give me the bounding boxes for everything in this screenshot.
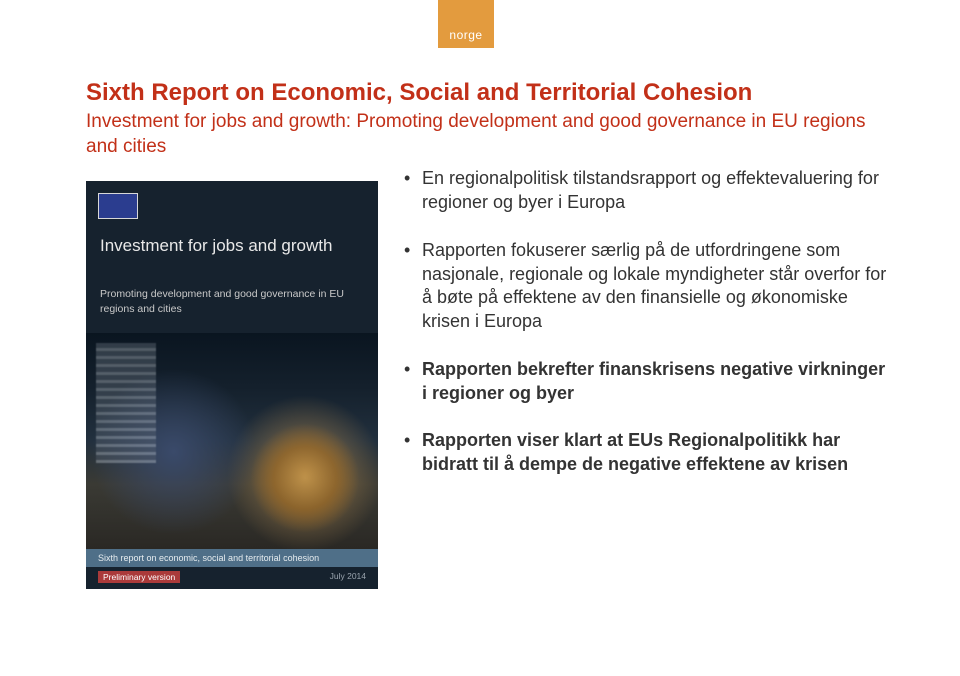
cover-ribbon: Sixth report on economic, social and ter… xyxy=(86,549,378,567)
content-row: Investment for jobs and growth Promoting… xyxy=(86,181,890,589)
bullet-list: En regionalpolitisk tilstandsrapport og … xyxy=(404,181,890,501)
brand-accent: norge xyxy=(438,0,494,48)
slide: Sixth Report on Economic, Social and Ter… xyxy=(0,0,960,619)
cover-footer: Preliminary version July 2014 xyxy=(98,571,366,583)
eu-flag-icon xyxy=(98,193,138,219)
brand-label: norge xyxy=(449,28,482,42)
bullet-item: Rapporten bekrefter finanskrisens negati… xyxy=(404,358,890,406)
bullet-item: En regionalpolitisk tilstandsrapport og … xyxy=(404,167,890,215)
cover-artwork xyxy=(86,333,378,549)
bullet-item: Rapporten fokuserer særlig på de utfordr… xyxy=(404,239,890,334)
report-cover: Investment for jobs and growth Promoting… xyxy=(86,181,378,589)
bullet-item: Rapporten viser klart at EUs Regionalpol… xyxy=(404,429,890,477)
cover-subtitle: Promoting development and good governanc… xyxy=(100,287,364,315)
slide-subtitle: Investment for jobs and growth: Promotin… xyxy=(86,110,890,159)
slide-title: Sixth Report on Economic, Social and Ter… xyxy=(86,78,890,108)
cover-date: July 2014 xyxy=(330,571,366,583)
cover-prelim-badge: Preliminary version xyxy=(98,571,180,583)
cover-title: Investment for jobs and growth xyxy=(100,235,364,256)
